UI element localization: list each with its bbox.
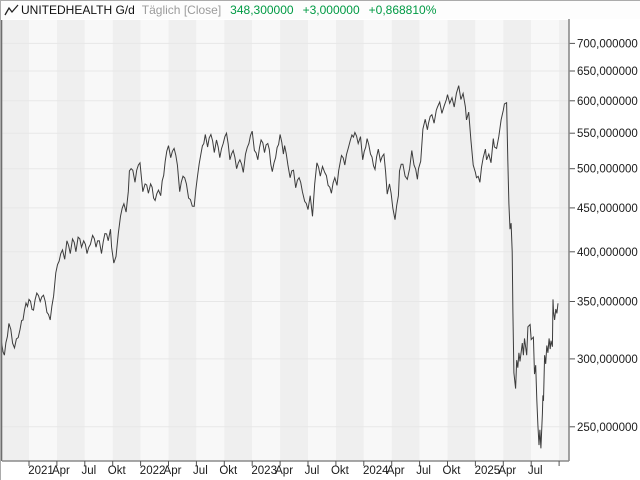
quarter-stripe (224, 20, 253, 461)
quarter-stripe (112, 20, 141, 461)
y-tick-label: 500,000000 (577, 164, 638, 176)
quarter-stripe (308, 20, 336, 461)
quarter-stripe (475, 20, 504, 461)
line-chart-icon (4, 4, 19, 16)
quarter-stripe (363, 20, 392, 461)
quarter-stripe (2, 20, 29, 461)
x-tick-label: 2022 (140, 465, 166, 477)
x-tick-label: Apr (164, 465, 182, 477)
y-tick-label: 550,000000 (577, 128, 638, 140)
quarter-stripe (447, 20, 476, 461)
quarter-stripe (335, 20, 364, 461)
quarter-stripe (391, 20, 420, 461)
chart-header: UNITEDHEALTH G/d Täglich [Close] 348,300… (0, 0, 640, 19)
symbol-title[interactable]: UNITEDHEALTH G/d (21, 3, 135, 17)
x-tick-label: Apr (387, 465, 405, 477)
x-tick-label: Okt (219, 465, 238, 477)
quarter-stripe (140, 20, 169, 461)
x-tick-label: Okt (331, 465, 350, 477)
x-tick-label: 2023 (251, 465, 277, 477)
x-tick-label: Jul (193, 465, 208, 477)
price-change-percent: +0,868810% (368, 3, 437, 17)
y-tick-label: 650,000000 (577, 66, 638, 78)
quarter-stripe (559, 20, 569, 461)
quarter-stripe (196, 20, 225, 461)
y-tick-label: 300,000000 (577, 354, 638, 366)
x-tick-label: Jul (416, 465, 431, 477)
quarter-stripe (419, 20, 448, 461)
interval-label[interactable]: Täglich [Close] (141, 3, 222, 17)
x-tick-label: Okt (443, 465, 462, 477)
x-tick-label: Okt (108, 465, 127, 477)
x-tick-label: Jul (305, 465, 320, 477)
y-tick-label: 450,000000 (577, 203, 638, 215)
y-tick-label: 350,000000 (577, 297, 638, 309)
x-tick-label: 2025 (475, 465, 501, 477)
quarter-stripe (503, 20, 532, 461)
last-price: 348,300000 (230, 3, 294, 17)
x-tick-label: Jul (528, 465, 543, 477)
x-tick-label: Jul (81, 465, 96, 477)
y-tick-label: 400,000000 (577, 247, 638, 259)
y-tick-label: 700,000000 (577, 38, 638, 50)
y-tick-label: 250,000000 (577, 422, 638, 434)
quarter-stripe (252, 20, 281, 461)
x-tick-label: Apr (498, 465, 516, 477)
quarter-stripe (29, 20, 57, 461)
quarter-stripe (168, 20, 197, 461)
x-tick-label: 2024 (363, 465, 389, 477)
x-tick-label: Apr (275, 465, 293, 477)
price-change: +3,000000 (302, 3, 360, 17)
quarter-stripe (280, 20, 308, 461)
x-tick-label: Apr (52, 465, 70, 477)
quarter-stripe (531, 20, 560, 461)
price-line[interactable] (0, 85, 559, 449)
y-tick-label: 600,000000 (577, 96, 638, 108)
x-tick-label: 2021 (28, 465, 54, 477)
